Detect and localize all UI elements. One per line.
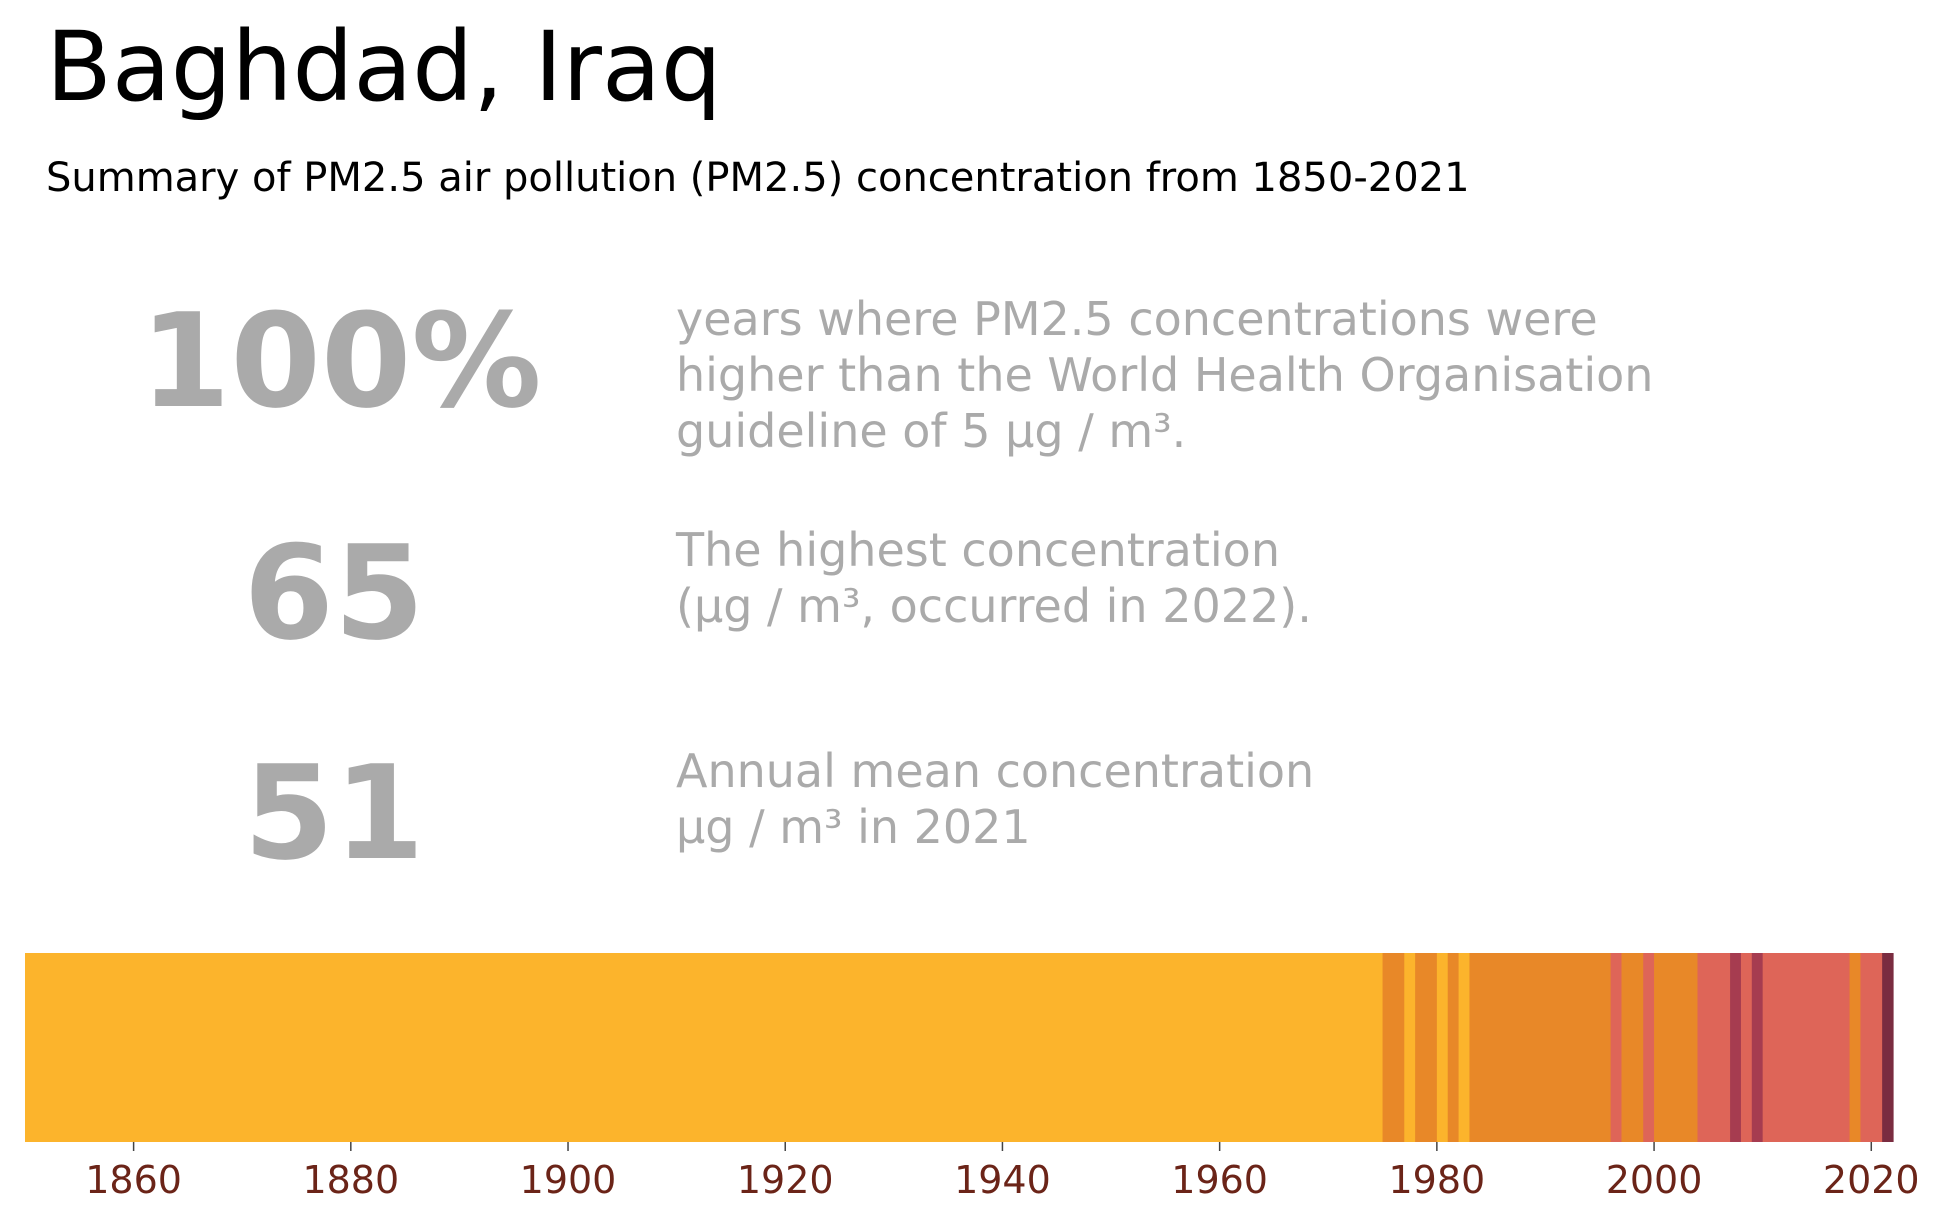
x-tick-label-1940: 1940: [954, 1158, 1051, 1202]
stripe-2018-2019: [1849, 953, 1862, 1142]
stripe-1850-1975: [25, 953, 1384, 1142]
stripe-1980-1981: [1436, 953, 1449, 1142]
x-tick-label-1900: 1900: [520, 1158, 617, 1202]
stat-value-annual-mean: 51: [243, 737, 425, 889]
x-tick-label-1920: 1920: [737, 1158, 834, 1202]
stripe-1981-1982: [1447, 953, 1460, 1142]
x-tick-label-1860: 1860: [85, 1158, 182, 1202]
stat-value-years-above-guideline: 100%: [140, 285, 542, 437]
page-title: Baghdad, Iraq: [46, 11, 722, 123]
stripe-1978-1980: [1415, 953, 1438, 1142]
stripe-1999-2000: [1643, 953, 1655, 1142]
stat-description-annual-mean: Annual mean concentration µg / m³ in 202…: [676, 744, 1315, 854]
stripe-2021-2022: [1882, 953, 1894, 1142]
stripe-1977-1978: [1404, 953, 1416, 1142]
stripe-2008-2009: [1740, 953, 1753, 1142]
x-tick-label-1980: 1980: [1389, 1158, 1486, 1202]
x-tick-label-1960: 1960: [1171, 1158, 1268, 1202]
stripe-2000-2004: [1654, 953, 1699, 1142]
x-tick-label-2020: 2020: [1823, 1158, 1920, 1202]
stripe-1975-1977: [1382, 953, 1405, 1142]
stripe-2010-2018: [1762, 953, 1851, 1142]
stripe-1996-1997: [1610, 953, 1623, 1142]
page-subtitle: Summary of PM2.5 air pollution (PM2.5) c…: [46, 155, 1470, 201]
stripe-2009-2010: [1751, 953, 1764, 1142]
stat-value-highest-concentration: 65: [243, 517, 425, 669]
stat-description-years-above-guideline: years where PM2.5 concentrations were hi…: [676, 292, 1654, 458]
x-axis-ticks: 1860 1880 1900 1920 1940 1960 1980 2000 2020: [85, 1142, 1920, 1202]
x-tick-label-2000: 2000: [1606, 1158, 1703, 1202]
stripe-1983-1996: [1469, 953, 1612, 1142]
stripe-bars: [25, 953, 1894, 1142]
stripe-1982-1983: [1458, 953, 1471, 1142]
stripe-1997-1999: [1621, 953, 1644, 1142]
stripe-2007-2008: [1730, 953, 1742, 1142]
x-tick-label-1880: 1880: [302, 1158, 399, 1202]
stripe-2019-2021: [1860, 953, 1883, 1142]
stat-description-highest-concentration: The highest concentration (µg / m³, occu…: [676, 523, 1312, 633]
stripe-2004-2007: [1697, 953, 1731, 1142]
